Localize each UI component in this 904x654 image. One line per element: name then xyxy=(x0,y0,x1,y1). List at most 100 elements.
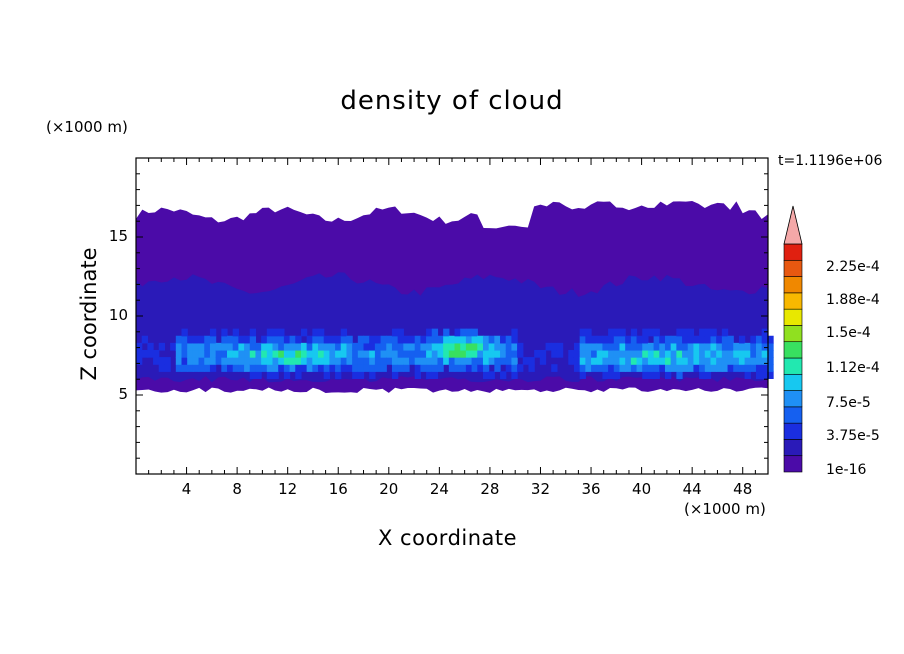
density-cell xyxy=(283,349,291,358)
density-cell xyxy=(278,349,285,358)
density-cell xyxy=(221,335,228,344)
density-cell xyxy=(391,371,399,380)
density-cell xyxy=(659,335,666,344)
density-cell xyxy=(630,364,638,372)
density-cell xyxy=(642,335,649,344)
density-cell xyxy=(761,371,768,380)
density-cell xyxy=(295,349,302,358)
density-cell xyxy=(636,364,643,372)
density-cell xyxy=(238,364,245,372)
density-cell xyxy=(232,349,239,358)
density-cell xyxy=(494,357,501,365)
density-cell xyxy=(744,357,751,365)
density-cell xyxy=(465,357,473,365)
density-cell xyxy=(591,342,598,351)
density-cell xyxy=(323,364,330,372)
density-cell xyxy=(431,328,439,337)
density-cell xyxy=(755,349,763,358)
density-cell xyxy=(659,357,666,365)
density-cell xyxy=(426,349,433,358)
density-cell xyxy=(716,342,723,351)
density-cell xyxy=(721,335,729,344)
colorbar-label: 1.88e-4 xyxy=(826,292,880,308)
density-cell xyxy=(266,349,274,358)
density-cell xyxy=(682,328,689,337)
density-cell xyxy=(312,342,319,351)
density-cell xyxy=(300,349,308,358)
density-cell xyxy=(221,364,228,372)
density-cell xyxy=(448,364,456,372)
density-cell xyxy=(716,349,723,358)
density-cell xyxy=(761,342,768,351)
density-cell xyxy=(704,342,712,351)
density-cell xyxy=(312,335,319,344)
density-cell xyxy=(397,357,404,365)
density-cell xyxy=(619,335,626,344)
colorbar-swatch xyxy=(783,292,803,310)
density-cell xyxy=(187,357,194,365)
colorbar-swatch xyxy=(783,341,803,359)
density-cell xyxy=(232,328,239,337)
density-cell xyxy=(738,357,746,365)
density-cell xyxy=(710,349,717,358)
density-cell xyxy=(454,328,461,337)
density-cell xyxy=(699,364,706,372)
density-cell xyxy=(755,357,763,365)
density-cell xyxy=(164,357,171,365)
density-cell xyxy=(221,342,228,351)
x-tick-label: 40 xyxy=(632,480,652,498)
density-cell xyxy=(573,364,581,372)
density-cell xyxy=(266,342,274,351)
density-cell xyxy=(266,371,274,380)
density-cell xyxy=(568,357,575,365)
density-cell xyxy=(397,349,404,358)
density-cell xyxy=(448,342,456,351)
density-cell xyxy=(522,357,530,365)
density-cell xyxy=(227,349,234,358)
density-cell xyxy=(755,335,763,344)
density-cell xyxy=(306,349,313,358)
density-cell xyxy=(625,349,632,358)
density-cell xyxy=(357,357,365,365)
density-cell xyxy=(596,357,604,365)
density-cell xyxy=(591,349,598,358)
density-cell xyxy=(363,342,370,351)
density-cell xyxy=(357,335,365,344)
density-cell xyxy=(386,335,393,344)
density-cell xyxy=(687,342,695,351)
density-cell xyxy=(539,349,547,358)
density-cell xyxy=(693,364,700,372)
density-cell xyxy=(642,364,649,372)
density-cell xyxy=(443,349,450,358)
density-cell xyxy=(755,364,763,372)
density-cell xyxy=(494,335,501,344)
density-cell xyxy=(636,349,643,358)
density-cell xyxy=(608,335,615,344)
density-cell xyxy=(710,364,717,372)
colorbar-swatch xyxy=(783,243,803,261)
density-cell xyxy=(318,357,325,365)
density-cell xyxy=(579,364,586,372)
density-cell xyxy=(340,342,348,351)
density-cell xyxy=(664,335,672,344)
density-cell xyxy=(676,342,683,351)
density-cell xyxy=(676,371,683,380)
density-cell xyxy=(386,342,393,351)
density-cell xyxy=(352,342,359,351)
density-cell xyxy=(249,364,257,372)
density-cell xyxy=(682,357,689,365)
density-cell xyxy=(477,335,484,344)
density-cell xyxy=(136,342,143,351)
colorbar-label: 3.75e-5 xyxy=(826,428,880,444)
density-cell xyxy=(653,349,660,358)
density-cell xyxy=(158,357,166,365)
colorbar-swatch xyxy=(783,259,803,277)
density-cell xyxy=(443,342,450,351)
density-cell xyxy=(244,342,251,351)
density-cell xyxy=(494,364,501,372)
colorbar-swatch xyxy=(783,422,803,440)
density-cell xyxy=(414,342,421,351)
density-cell xyxy=(676,357,683,365)
density-cell xyxy=(482,371,490,380)
density-cell xyxy=(471,357,478,365)
